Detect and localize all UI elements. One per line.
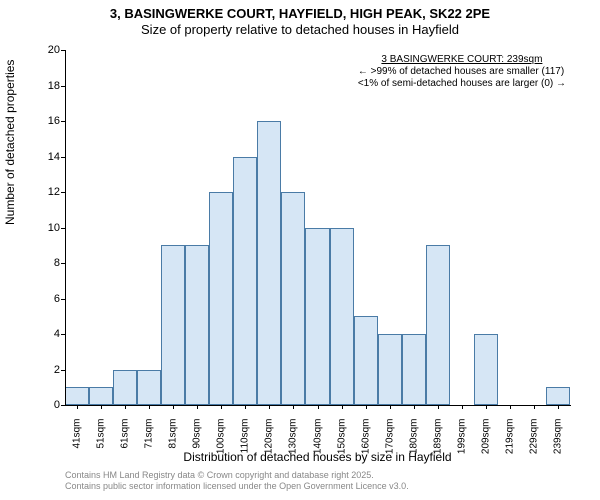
y-tick bbox=[61, 86, 65, 87]
x-tick bbox=[245, 405, 246, 409]
y-tick bbox=[61, 263, 65, 264]
chart-title: 3, BASINGWERKE COURT, HAYFIELD, HIGH PEA… bbox=[0, 0, 600, 22]
y-tick bbox=[61, 334, 65, 335]
x-tick bbox=[390, 405, 391, 409]
footer-line2: Contains public sector information licen… bbox=[65, 481, 409, 492]
y-tick bbox=[61, 299, 65, 300]
x-tick bbox=[269, 405, 270, 409]
y-tick bbox=[61, 405, 65, 406]
y-tick bbox=[61, 121, 65, 122]
x-tick bbox=[221, 405, 222, 409]
x-tick bbox=[534, 405, 535, 409]
x-tick bbox=[558, 405, 559, 409]
y-tick-label: 18 bbox=[48, 80, 60, 92]
y-tick-label: 14 bbox=[48, 151, 60, 163]
annotation-box: 3 BASINGWERKE COURT: 239sqm ← >99% of de… bbox=[358, 54, 566, 90]
y-tick-label: 2 bbox=[54, 364, 60, 376]
x-tick bbox=[293, 405, 294, 409]
x-tick bbox=[318, 405, 319, 409]
x-tick bbox=[438, 405, 439, 409]
annotation-title: 3 BASINGWERKE COURT: 239sqm bbox=[358, 54, 566, 66]
x-tick bbox=[414, 405, 415, 409]
x-tick bbox=[77, 405, 78, 409]
x-tick bbox=[101, 405, 102, 409]
x-tick bbox=[125, 405, 126, 409]
y-tick bbox=[61, 50, 65, 51]
y-tick-label: 10 bbox=[48, 222, 60, 234]
y-tick-label: 16 bbox=[48, 115, 60, 127]
y-tick bbox=[61, 370, 65, 371]
annotation-line2: <1% of semi-detached houses are larger (… bbox=[358, 78, 566, 90]
y-tick bbox=[61, 228, 65, 229]
x-tick bbox=[510, 405, 511, 409]
x-tick bbox=[486, 405, 487, 409]
y-tick-label: 0 bbox=[54, 399, 60, 411]
x-axis-label: Distribution of detached houses by size … bbox=[65, 450, 570, 464]
x-tick bbox=[173, 405, 174, 409]
y-tick-label: 20 bbox=[48, 44, 60, 56]
y-axis-label: Number of detached properties bbox=[3, 60, 17, 225]
y-tick bbox=[61, 157, 65, 158]
chart-container: 3, BASINGWERKE COURT, HAYFIELD, HIGH PEA… bbox=[0, 0, 600, 500]
y-tick-label: 6 bbox=[54, 293, 60, 305]
plot-area: 3 BASINGWERKE COURT: 239sqm ← >99% of de… bbox=[65, 50, 570, 405]
x-tick bbox=[366, 405, 367, 409]
y-tick-label: 8 bbox=[54, 257, 60, 269]
x-tick bbox=[149, 405, 150, 409]
axes bbox=[65, 50, 571, 406]
y-tick-label: 4 bbox=[54, 328, 60, 340]
x-tick bbox=[342, 405, 343, 409]
x-tick bbox=[462, 405, 463, 409]
y-tick bbox=[61, 192, 65, 193]
chart-subtitle: Size of property relative to detached ho… bbox=[0, 22, 600, 41]
footer: Contains HM Land Registry data © Crown c… bbox=[65, 470, 409, 492]
annotation-line1: ← >99% of detached houses are smaller (1… bbox=[358, 66, 566, 78]
y-tick-label: 12 bbox=[48, 186, 60, 198]
x-tick bbox=[197, 405, 198, 409]
footer-line1: Contains HM Land Registry data © Crown c… bbox=[65, 470, 409, 481]
